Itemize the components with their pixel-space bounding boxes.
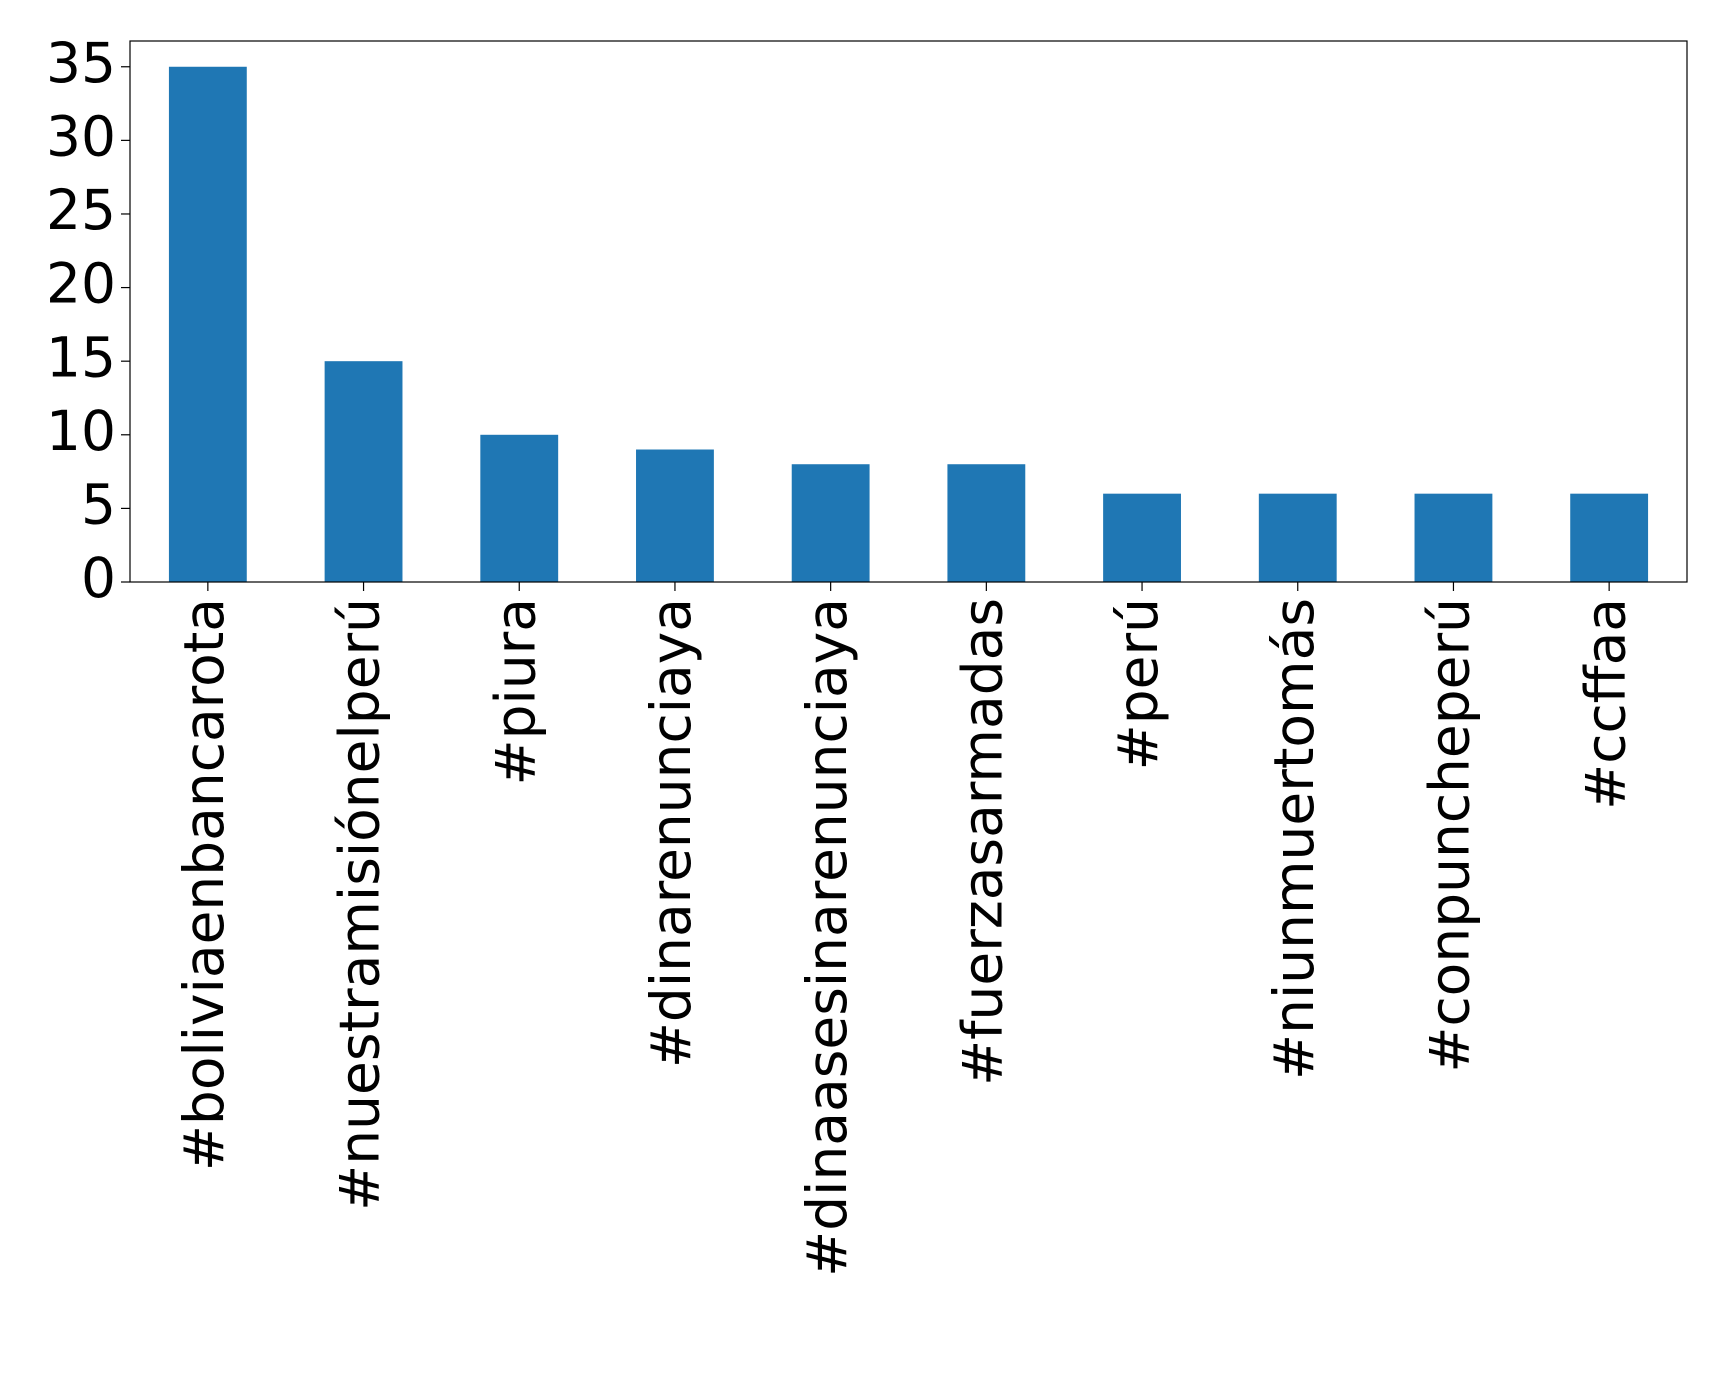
bar <box>636 449 714 582</box>
x-tick-label: #dinaasesinarenunciaya <box>795 598 859 1277</box>
x-tick-label: #boliviaenbancarota <box>172 598 236 1171</box>
x-tick-label: #niunmuertomás <box>1262 598 1326 1080</box>
bar <box>324 361 403 582</box>
x-tick-label: #nuestramisiónelperú <box>328 598 392 1211</box>
x-tick-label: #fuerzasarmadas <box>950 598 1014 1086</box>
y-tick-label: 30 <box>46 105 116 169</box>
y-tick-label: 5 <box>81 473 116 537</box>
x-tick-label: #piura <box>483 598 547 785</box>
y-tick-label: 10 <box>46 399 116 463</box>
bar <box>1103 493 1181 582</box>
y-tick-label: 20 <box>46 252 116 316</box>
bar <box>480 434 559 582</box>
y-tick-label: 15 <box>46 325 116 389</box>
bar <box>791 464 870 582</box>
y-tick-label: 35 <box>46 31 116 95</box>
bar <box>1414 493 1493 582</box>
y-tick-label: 0 <box>81 546 116 610</box>
x-tick-label: #conpuncheperú <box>1418 598 1482 1073</box>
x-tick-label: #dinarenunciaya <box>639 598 703 1068</box>
bar <box>1570 493 1649 582</box>
bar <box>1258 493 1337 582</box>
x-tick-label: #ccffaa <box>1573 598 1637 810</box>
plot-frame <box>129 40 1688 583</box>
y-tick-label: 25 <box>46 178 116 242</box>
bar <box>168 66 247 582</box>
x-tick-label: #perú <box>1106 598 1170 770</box>
bar <box>947 464 1026 582</box>
